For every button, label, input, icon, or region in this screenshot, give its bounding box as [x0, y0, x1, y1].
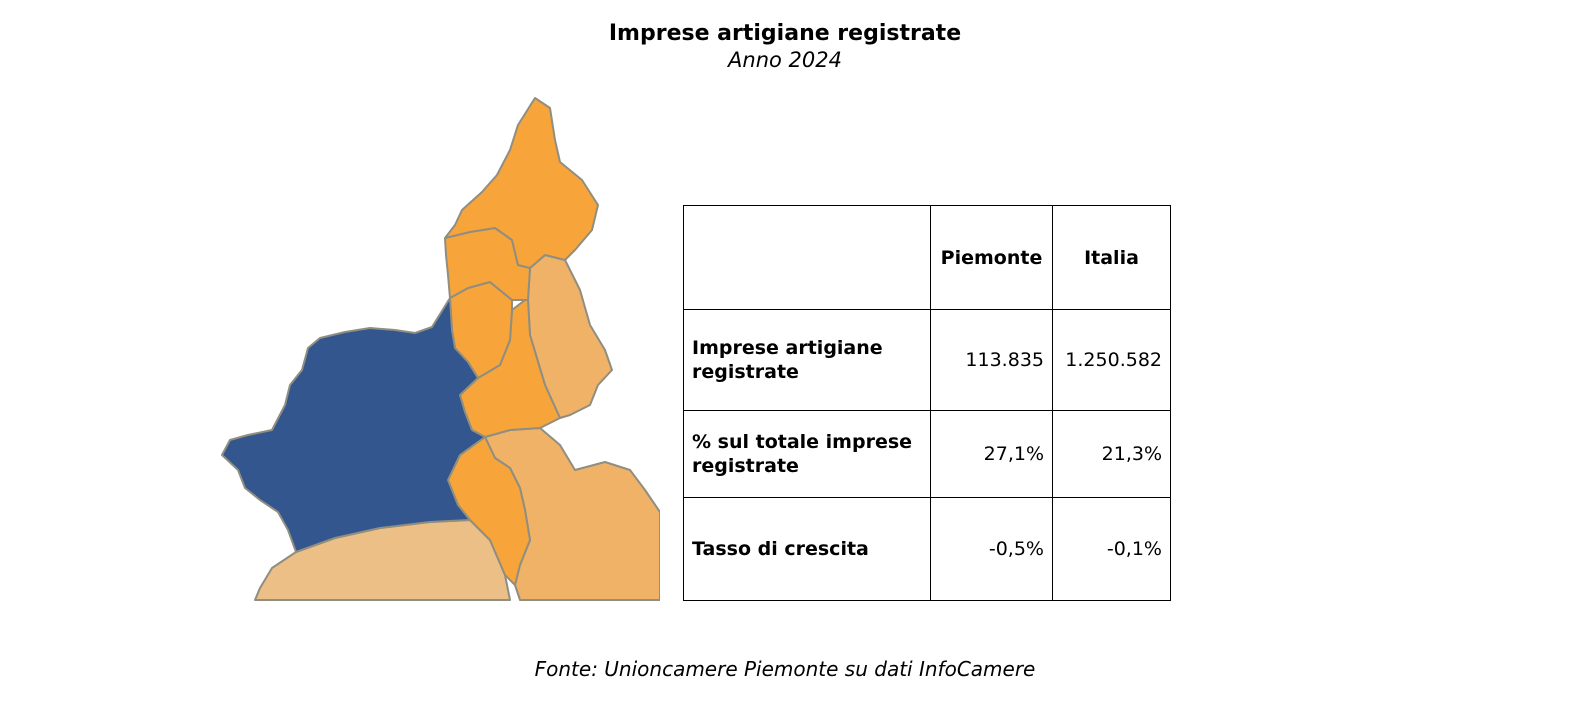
row-label: % sul totale imprese registrate [683, 410, 931, 498]
table-header-piemonte: Piemonte [930, 205, 1053, 310]
cell-value: -0,5% [930, 497, 1053, 601]
table-header-row: Piemonte Italia [683, 205, 1171, 310]
table-row: % sul totale imprese registrate 27,1% 21… [683, 410, 1171, 498]
cell-value: 1.250.582 [1052, 309, 1171, 411]
stats-table: Piemonte Italia Imprese artigiane regist… [683, 205, 1171, 601]
chart-title: Imprese artigiane registrate [608, 21, 962, 46]
map-area-north [444, 97, 599, 269]
row-label: Imprese artigiane registrate [683, 309, 931, 411]
cell-value: 21,3% [1052, 410, 1171, 498]
table-header-empty [683, 205, 931, 310]
province-map [221, 97, 660, 601]
source-note: Fonte: Unioncamere Piemonte su dati Info… [534, 657, 1036, 681]
table-row: Imprese artigiane registrate 113.835 1.2… [683, 309, 1171, 411]
map-area-highlighted [221, 297, 486, 553]
cell-value: 113.835 [930, 309, 1053, 411]
row-label: Tasso di crescita [683, 497, 931, 601]
cell-value: 27,1% [930, 410, 1053, 498]
cell-value: -0,1% [1052, 497, 1171, 601]
table-header-italia: Italia [1052, 205, 1171, 310]
chart-subtitle: Anno 2024 [728, 48, 842, 72]
table-row: Tasso di crescita -0,5% -0,1% [683, 497, 1171, 601]
